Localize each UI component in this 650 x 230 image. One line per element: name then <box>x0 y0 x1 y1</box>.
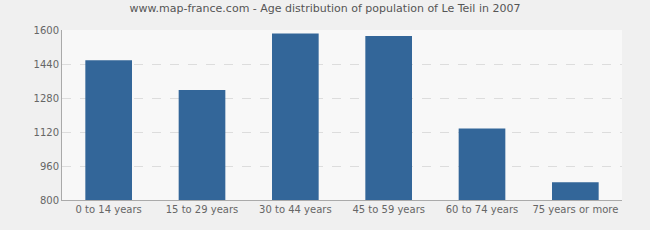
svg-text:800: 800 <box>40 195 59 206</box>
svg-text:60 to 74 years: 60 to 74 years <box>446 204 519 215</box>
svg-text:45 to 59 years: 45 to 59 years <box>352 204 425 215</box>
svg-text:15 to 29 years: 15 to 29 years <box>166 204 239 215</box>
svg-text:www.map-france.com - Age distr: www.map-france.com - Age distribution of… <box>130 2 521 15</box>
svg-text:1600: 1600 <box>34 25 59 36</box>
svg-text:30 to 44 years: 30 to 44 years <box>259 204 332 215</box>
svg-text:75 years or more: 75 years or more <box>532 204 618 215</box>
svg-text:1280: 1280 <box>34 93 59 104</box>
svg-text:0 to 14 years: 0 to 14 years <box>76 204 142 215</box>
svg-text:1120: 1120 <box>34 127 59 138</box>
svg-text:960: 960 <box>40 161 59 172</box>
svg-text:1440: 1440 <box>34 59 59 70</box>
